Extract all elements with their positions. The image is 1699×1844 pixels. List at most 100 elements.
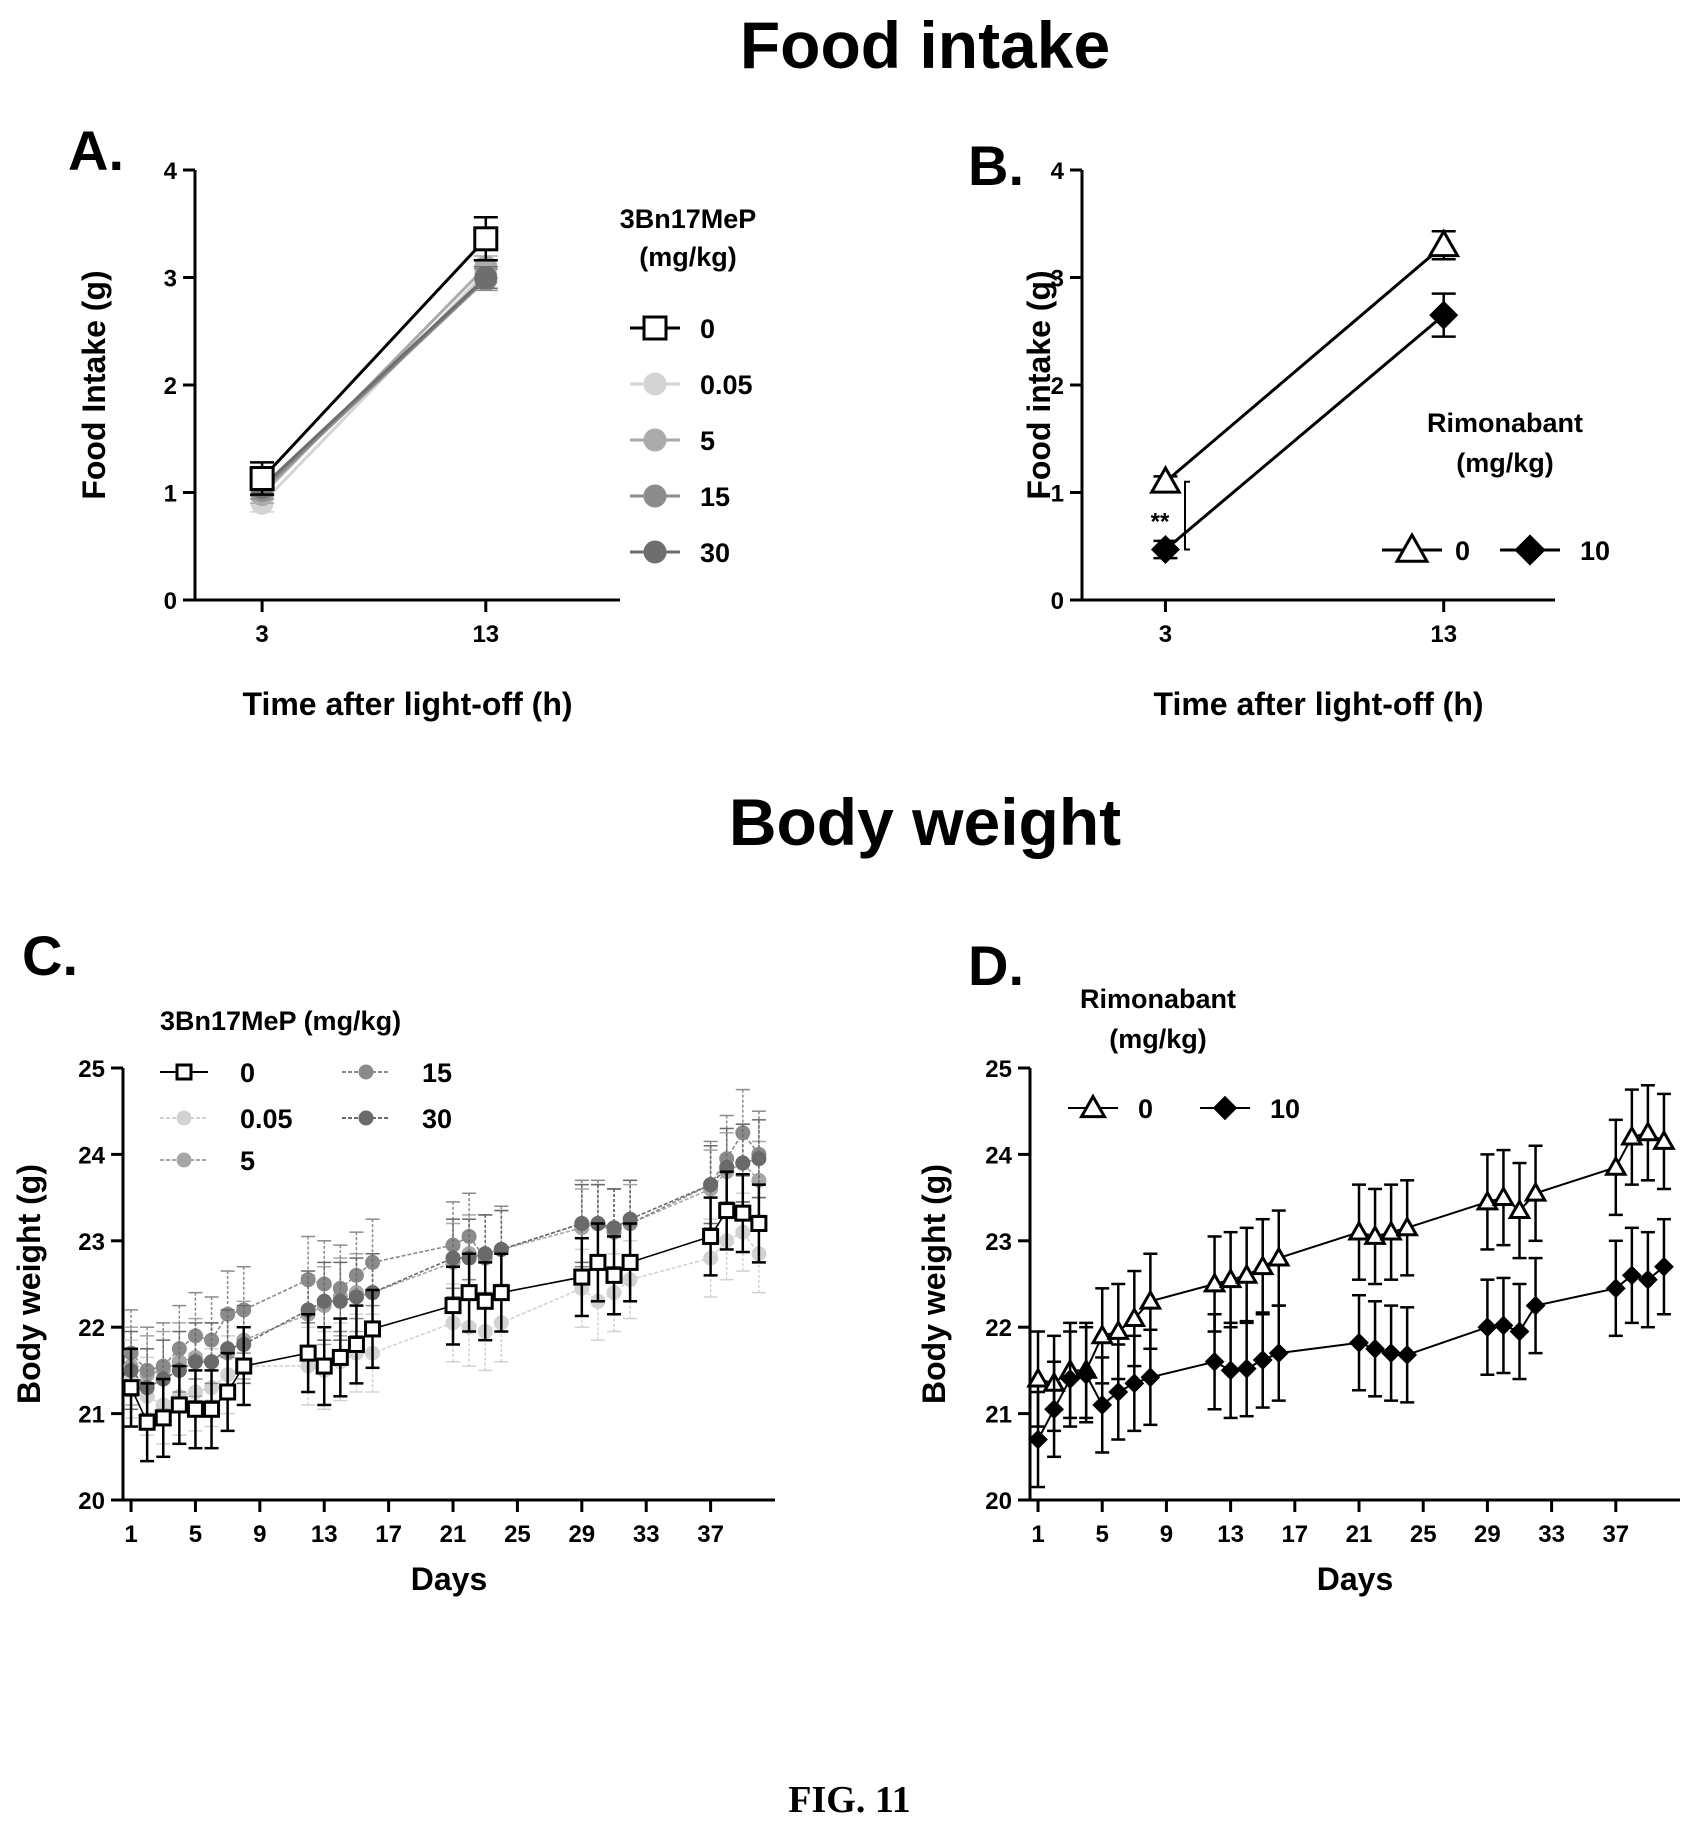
y-tick-label-d: 21 (985, 1402, 1012, 1429)
data-point-c (332, 1293, 348, 1309)
data-point-d (1397, 1344, 1418, 1365)
data-point-c (186, 1400, 204, 1418)
data-point-c (204, 1354, 220, 1370)
y-tick-label-d: 23 (985, 1229, 1012, 1256)
legend-d: Rimonabant (mg/kg) 0 10 (1068, 984, 1300, 1124)
x-tick-label-a: 3 (255, 621, 268, 648)
data-point-c (445, 1250, 461, 1266)
section-title-food: Food intake (740, 8, 1110, 82)
y-tick-label-c: 21 (78, 1402, 105, 1429)
data-point-c (444, 1297, 462, 1315)
data-point-d (1268, 1343, 1289, 1364)
legend-label: 0 (700, 314, 715, 344)
data-point-d (1507, 1198, 1532, 1219)
legend-title: Rimonabant (1080, 984, 1236, 1014)
chart-panel-d: D. 20 21 22 23 24 25 1 5 9 13 17 21 25 29 33 37 Days Body … (916, 934, 1680, 1597)
legend-title: 3Bn17MeP (620, 204, 757, 234)
legend-b: Rimonabant (mg/kg) 0 10 (1382, 408, 1610, 566)
data-point-d (1106, 1319, 1131, 1340)
data-point-a (474, 266, 498, 289)
y-axis-title-c: Body weight (g) (11, 1164, 47, 1404)
data-point-c (203, 1400, 221, 1418)
y-axis-title-a: Food Intake (g) (76, 270, 112, 499)
y-tick-label-c: 24 (78, 1142, 105, 1169)
chart-panel-b: B. 0 1 2 3 4 3 13 Time after light-off (h) Food i… (968, 134, 1610, 722)
legend-swatch-marker (643, 372, 667, 396)
legend-swatch-marker (175, 1063, 193, 1081)
data-point-c (331, 1348, 349, 1366)
y-tick-label-b: 1 (1051, 481, 1064, 508)
x-tick-label-c: 1 (124, 1521, 137, 1548)
x-axis-title-b: Time after light-off (h) (1153, 686, 1483, 722)
legend-label: 30 (700, 538, 730, 568)
series-b-0 (1149, 228, 1461, 494)
y-tick-label-b: 4 (1051, 158, 1065, 185)
panel-label-b: B. (968, 134, 1024, 197)
x-tick-label-d: 37 (1602, 1521, 1629, 1548)
panel-label-a: A. (68, 119, 124, 182)
data-point-c (573, 1268, 591, 1286)
significance-stars: ** (1151, 509, 1170, 536)
x-tick-label-c: 29 (568, 1521, 595, 1548)
data-point-d (1140, 1367, 1161, 1388)
data-point-c (605, 1266, 623, 1284)
data-point-d (1379, 1219, 1403, 1241)
data-point-d (1637, 1269, 1658, 1290)
legend-swatch-marker (358, 1064, 374, 1080)
data-point-a (249, 466, 275, 492)
x-tick-label-d: 33 (1538, 1521, 1565, 1548)
series-line-b (1164, 313, 1445, 551)
legend-swatch-marker (643, 540, 667, 564)
legend-label: 10 (1270, 1094, 1300, 1124)
section-title-body: Body weight (729, 785, 1121, 859)
data-point-c (492, 1284, 510, 1302)
x-tick-label-d: 13 (1217, 1521, 1244, 1548)
data-point-c (347, 1335, 365, 1353)
y-tick-label-d: 22 (985, 1315, 1012, 1342)
data-point-d (1349, 1332, 1369, 1353)
series-line-d (1037, 1265, 1665, 1440)
data-point-c (460, 1284, 478, 1302)
significance-bracket-b: ** (1151, 480, 1190, 551)
legend-label: 0 (1138, 1094, 1153, 1124)
data-point-c (734, 1204, 752, 1222)
x-tick-label-d: 1 (1031, 1521, 1044, 1548)
x-tick-label-d: 9 (1160, 1521, 1173, 1548)
data-point-c (138, 1413, 156, 1431)
x-tick-label-c: 37 (697, 1521, 724, 1548)
y-tick-label-c: 20 (78, 1488, 105, 1515)
data-point-d (1605, 1278, 1626, 1299)
y-tick-label-d: 24 (985, 1142, 1012, 1169)
data-point-c (574, 1216, 590, 1232)
data-point-c (702, 1227, 720, 1245)
data-point-d (1523, 1181, 1548, 1202)
data-point-c (621, 1253, 639, 1271)
legend-title: (mg/kg) (1456, 448, 1554, 478)
x-tick-label-c: 9 (253, 1521, 266, 1548)
legend-label: 0 (1455, 536, 1470, 566)
data-point-c (122, 1379, 140, 1397)
x-tick-label-d: 29 (1474, 1521, 1501, 1548)
legend-swatch-marker (643, 428, 667, 452)
y-tick-label-c: 23 (78, 1229, 105, 1256)
legend-title: Rimonabant (1427, 408, 1583, 438)
data-point-b (1429, 300, 1459, 330)
data-point-c (300, 1272, 316, 1288)
y-axis-title-b: Food intake (g) (1021, 270, 1057, 499)
data-point-c (589, 1253, 607, 1271)
y-tick-label-c: 22 (78, 1315, 105, 1342)
data-point-a (473, 226, 499, 252)
legend-swatch-marker (1394, 532, 1430, 563)
legend-swatch-marker (1078, 1093, 1108, 1119)
series-line-d (1037, 1131, 1665, 1385)
x-tick-label-d: 5 (1096, 1521, 1109, 1548)
data-point-c (235, 1357, 253, 1375)
data-point-d (1493, 1315, 1514, 1336)
legend-label: 0 (240, 1058, 255, 1088)
x-tick-label-c: 25 (504, 1521, 531, 1548)
data-point-c (606, 1220, 622, 1236)
series-c-15 (123, 1088, 767, 1415)
data-point-c (316, 1293, 332, 1309)
legend-label: 10 (1580, 536, 1610, 566)
